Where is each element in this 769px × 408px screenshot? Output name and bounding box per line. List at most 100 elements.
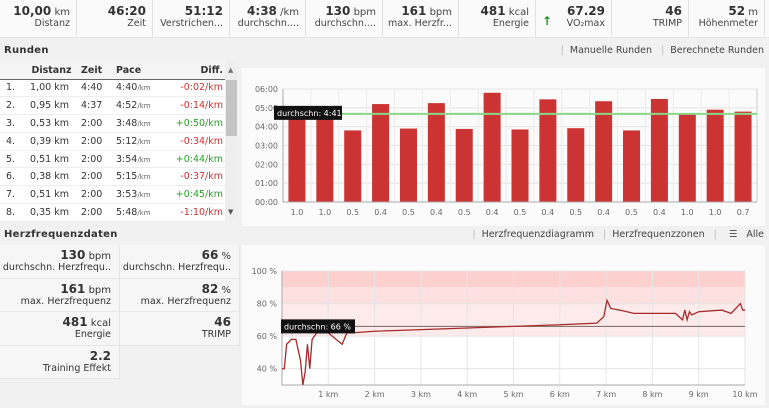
table-header: Distanz Zeit Pace Diff. xyxy=(0,62,225,80)
y-tick-label: 00:00 xyxy=(255,198,278,207)
column-header[interactable]: Diff. xyxy=(167,62,225,80)
stat-label: durchschn.... xyxy=(314,18,376,29)
stat-label: Zeit xyxy=(127,18,146,29)
lap-time: 2:00 xyxy=(77,167,112,187)
stat-6: 481 kcal Energie xyxy=(459,0,536,36)
stat-label: durchschn.... xyxy=(237,18,299,29)
y-tick-label: 100 % xyxy=(252,267,278,276)
lap-number: 2. xyxy=(0,96,22,116)
hr-zones-link[interactable]: Herzfrequenzzonen xyxy=(612,229,705,240)
x-tick-label: 0.5 xyxy=(625,208,638,217)
x-tick-label: 0.4 xyxy=(486,208,499,217)
stat-5: 161 bpm max. Herzfr... xyxy=(383,0,459,36)
stat-unit: km xyxy=(54,7,70,18)
menu-icon: ☰ xyxy=(728,229,741,240)
stat-unit: m xyxy=(748,7,758,18)
pace-bar xyxy=(678,113,696,202)
all-menu-button[interactable]: ☰ Alle xyxy=(728,229,764,240)
x-tick-label: 0.5 xyxy=(346,208,359,217)
lap-diff: -0:34/km xyxy=(167,132,225,151)
pace-bar xyxy=(427,103,445,202)
x-tick-label: 1.0 xyxy=(709,208,722,217)
hr-stat-cell: 130 bpm durchschn. Herzfrequ.. xyxy=(0,245,120,279)
stat-value: 67.29 xyxy=(567,4,605,18)
stat-value: 51:12 xyxy=(184,4,223,18)
stat-unit: kcal xyxy=(508,7,529,18)
y-tick-label: 06:00 xyxy=(255,85,278,94)
hr-stat-cell: 82 % max. Herzfrequenz xyxy=(120,278,240,312)
hr-diagram-link[interactable]: Herzfrequenzdiagramm xyxy=(481,229,594,240)
table-row[interactable]: 2. 0,95 km 4:37 4:52/km -0:14/km xyxy=(0,96,225,116)
x-tick-label: 0.5 xyxy=(569,208,582,217)
lap-distance: 0,35 km xyxy=(22,203,77,222)
y-tick-label: 01:00 xyxy=(255,179,278,188)
lap-time: 2:00 xyxy=(77,185,112,205)
pace-bar xyxy=(595,101,613,202)
pace-bar xyxy=(734,111,752,202)
x-tick-label: 2 km xyxy=(365,390,385,399)
stat-unit: /km xyxy=(280,7,299,18)
lap-number: 3. xyxy=(0,114,22,133)
x-tick-label: 1.0 xyxy=(681,208,694,217)
lap-pace: 3:54/km xyxy=(112,150,167,169)
pace-bar xyxy=(483,92,501,202)
table-row[interactable]: 3. 0,53 km 2:00 3:48/km +0:50/km xyxy=(0,114,225,133)
lap-pace: 3:53/km xyxy=(112,185,167,205)
pace-bar xyxy=(706,109,724,202)
column-header[interactable] xyxy=(0,62,22,80)
stat-value: 46:20 xyxy=(107,4,146,18)
x-tick-label: 0.5 xyxy=(514,208,527,217)
hr-stat-cell: 161 bpm max. Herzfrequenz xyxy=(0,278,120,312)
calculated-laps-link[interactable]: Berechnete Runden xyxy=(670,45,764,56)
lap-number: 5. xyxy=(0,150,22,169)
manual-laps-link[interactable]: Manuelle Runden xyxy=(569,45,653,56)
table-row[interactable]: 1. 1,00 km 4:40 4:40/km -0:02/km xyxy=(0,79,225,98)
stat-8: 46 TRIMP xyxy=(612,0,689,36)
lap-pace: 5:12/km xyxy=(112,132,167,151)
lap-distance: 0,95 km xyxy=(22,96,77,116)
column-header[interactable]: Distanz xyxy=(22,62,77,80)
stat-value: 10,00 xyxy=(13,4,52,18)
x-tick-label: 10 km xyxy=(732,390,757,399)
lap-distance: 0,51 km xyxy=(22,150,77,169)
table-row[interactable]: 6. 0,38 km 2:00 5:15/km -0:37/km xyxy=(0,167,225,187)
laps-pace-chart: 00:00 01:00 02:00 03:00 04:00 05:00 06:00 1.0 1.… xyxy=(242,68,765,226)
table-row[interactable]: 5. 0,51 km 2:00 3:54/km +0:44/km xyxy=(0,150,225,169)
stat-label: Energie xyxy=(492,18,529,29)
lap-number: 1. xyxy=(0,79,22,98)
column-header[interactable]: Zeit xyxy=(77,62,112,80)
x-tick-label: 1 km xyxy=(318,390,338,399)
hr-stat-cell: 2.2 Training Effekt xyxy=(0,345,120,379)
lap-pace: 5:48/km xyxy=(112,203,167,222)
x-tick-label: 0.4 xyxy=(653,208,666,217)
table-row[interactable]: 4. 0,39 km 2:00 5:12/km -0:34/km xyxy=(0,132,225,151)
scrollbar-thumb[interactable] xyxy=(226,80,237,136)
y-tick-label: 80 % xyxy=(257,300,278,309)
hr-stat-cell: 66 % durchschn. Herzfrequ.. xyxy=(120,245,240,279)
lap-time: 4:40 xyxy=(77,79,112,98)
laps-title: Runden xyxy=(4,45,49,56)
table-row[interactable]: 7. 0,51 km 2:00 3:53/km +0:45/km xyxy=(0,185,225,205)
lap-diff: -0:37/km xyxy=(167,167,225,187)
heart-rate-line xyxy=(282,298,745,386)
scroll-up-icon[interactable]: ▲ xyxy=(228,66,234,74)
column-header[interactable]: Pace xyxy=(112,62,167,80)
x-tick-label: 1.0 xyxy=(318,208,331,217)
stat-label: TRIMP xyxy=(652,18,682,29)
stat-3: 4:38 /km durchschn.... xyxy=(230,0,306,36)
lap-distance: 1,00 km xyxy=(22,79,77,98)
scroll-down-icon[interactable]: ▼ xyxy=(228,208,234,216)
pace-bar xyxy=(288,114,306,202)
lap-time: 4:37 xyxy=(77,96,112,116)
y-tick-label: 03:00 xyxy=(255,142,278,151)
pace-bar xyxy=(650,98,668,202)
stat-value: 161 xyxy=(401,4,427,18)
x-tick-label: 5 km xyxy=(503,390,523,399)
stat-7: ↑ 67.29 VO₂max xyxy=(536,0,612,36)
lap-distance: 0,39 km xyxy=(22,132,77,151)
stat-1: 46:20 Zeit xyxy=(77,0,153,36)
x-tick-label: 4 km xyxy=(457,390,477,399)
lap-pace: 5:15/km xyxy=(112,167,167,187)
stat-value: 4:38 xyxy=(247,4,277,18)
table-row[interactable]: 8. 0,35 km 2:00 5:48/km -1:10/km xyxy=(0,203,225,222)
